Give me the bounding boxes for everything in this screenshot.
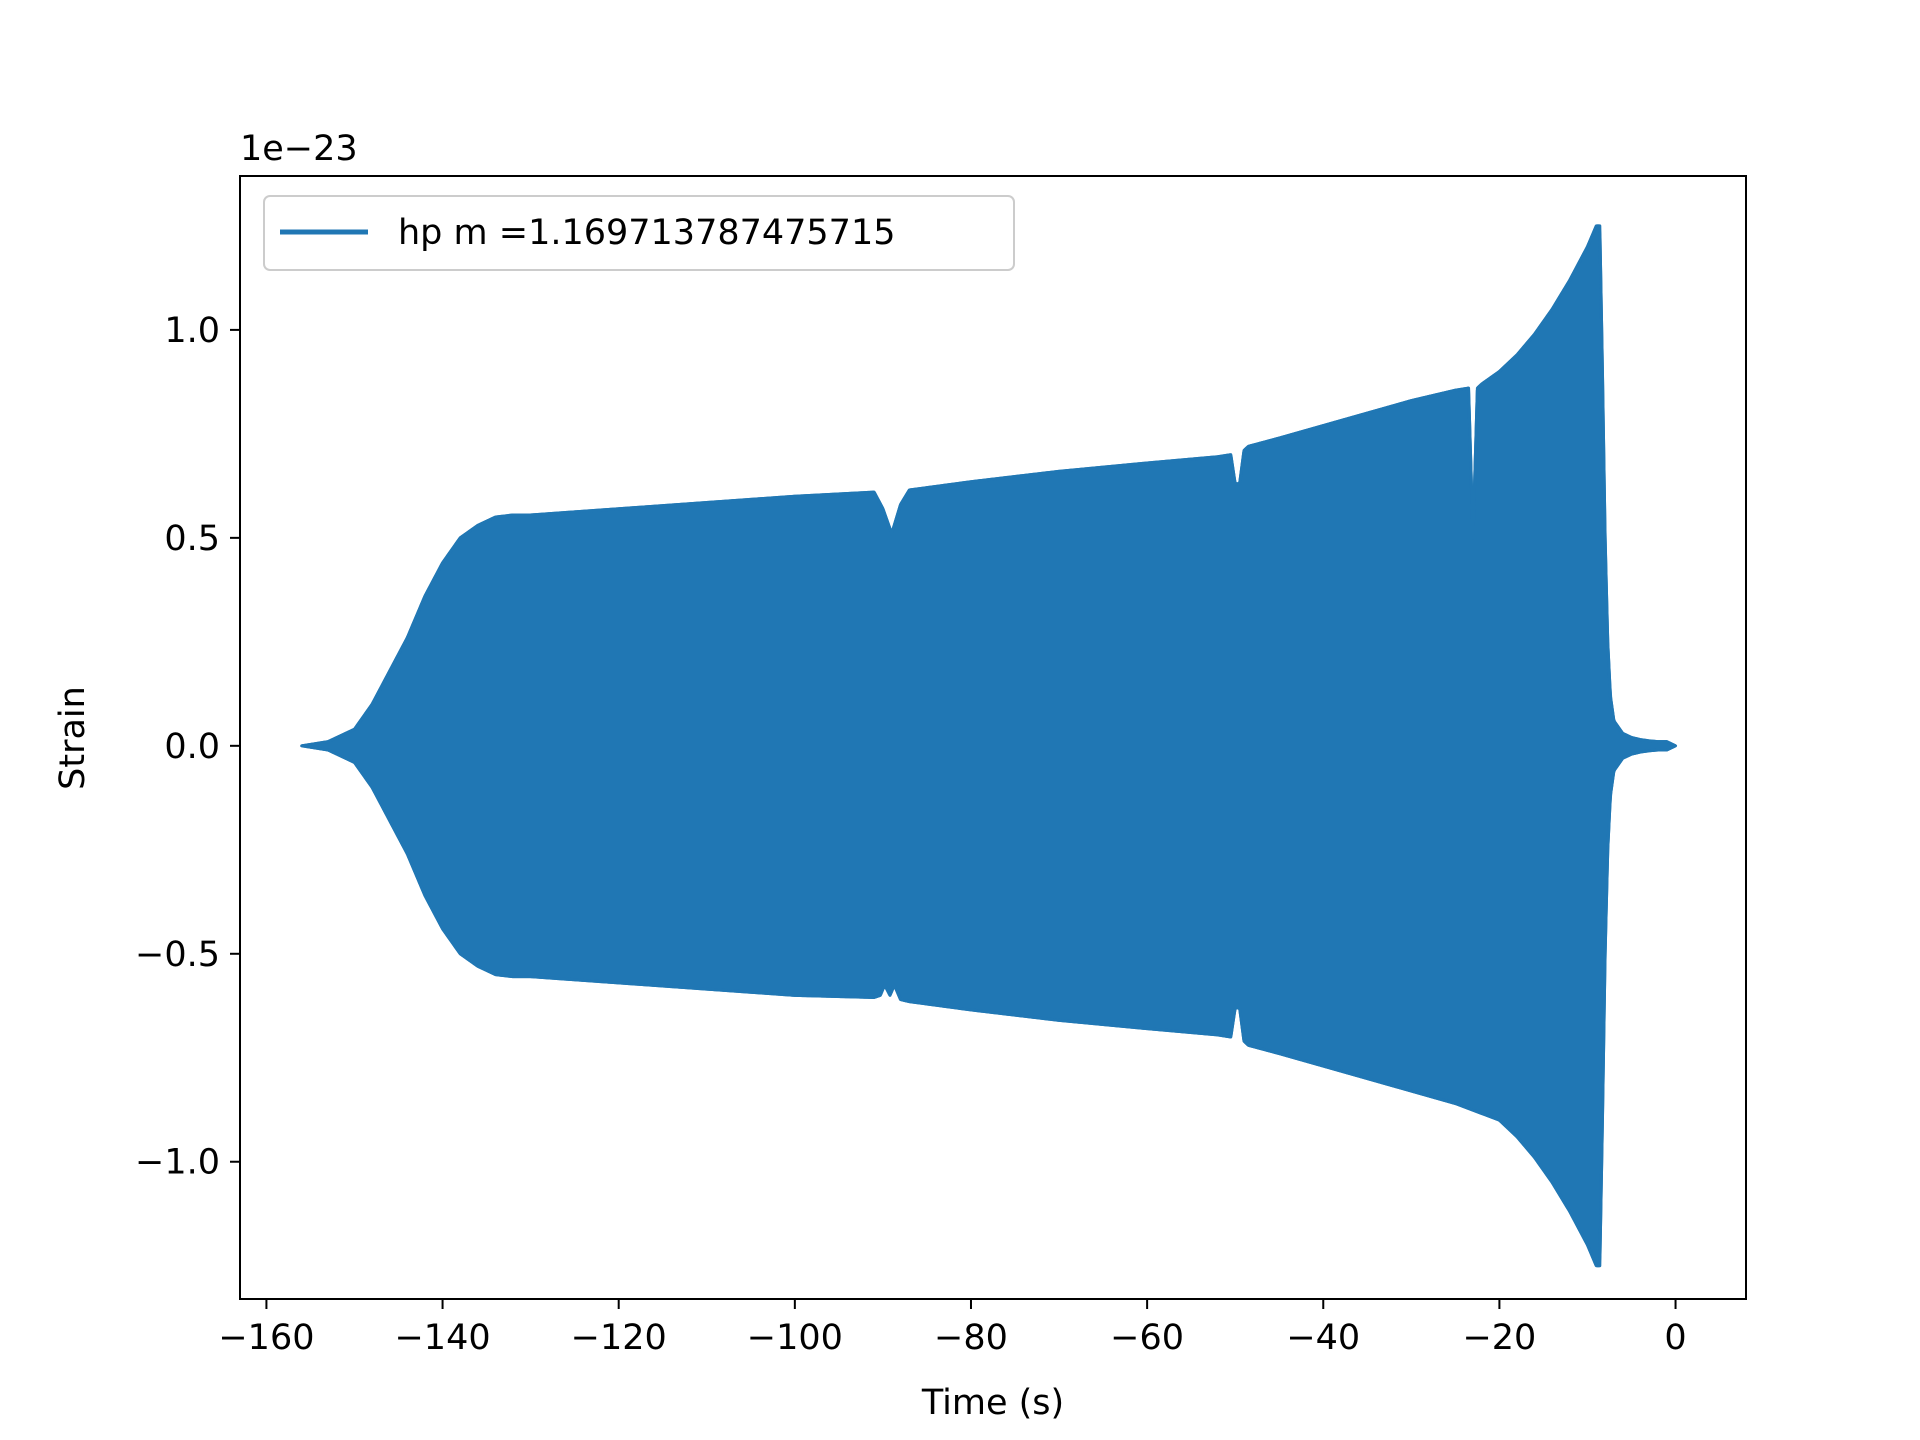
- x-tick-label: 0: [1664, 1318, 1686, 1358]
- plot-area-frame: [239, 175, 1747, 1300]
- x-tick-label: −120: [571, 1318, 667, 1358]
- y-axis: −1.0 −0.5 0.0 0.5 1.0: [135, 311, 240, 1183]
- waveform-series: [300, 224, 1678, 1268]
- x-tick-label: −100: [747, 1318, 843, 1358]
- y-axis-label: Strain: [53, 686, 93, 790]
- y-tick-label: 0.0: [164, 727, 220, 767]
- y-offset-label: 1e−23: [240, 129, 358, 169]
- x-axis: −160 −140 −120 −100 −80 −60 −40 −20 0: [218, 1299, 1687, 1358]
- x-tick-label: −20: [1462, 1318, 1536, 1358]
- y-tick-label: −1.0: [135, 1143, 220, 1183]
- x-tick-label: −160: [218, 1318, 314, 1358]
- x-tick-label: −40: [1286, 1318, 1360, 1358]
- legend-label: hp m =1.169713787475715: [398, 213, 896, 253]
- waveform-upper-edge: [301, 224, 1677, 748]
- x-tick-label: −80: [934, 1318, 1008, 1358]
- waveform-lower-edge: [301, 744, 1677, 1268]
- y-tick-label: 0.5: [164, 519, 220, 559]
- legend-box: [263, 195, 1015, 271]
- y-tick-label: 1.0: [164, 311, 220, 351]
- x-axis-label: Time (s): [921, 1383, 1064, 1423]
- legend: hp m =1.169713787475715: [263, 195, 1015, 271]
- x-tick-label: −60: [1110, 1318, 1184, 1358]
- x-tick-label: −140: [394, 1318, 490, 1358]
- y-tick-label: −0.5: [135, 935, 220, 975]
